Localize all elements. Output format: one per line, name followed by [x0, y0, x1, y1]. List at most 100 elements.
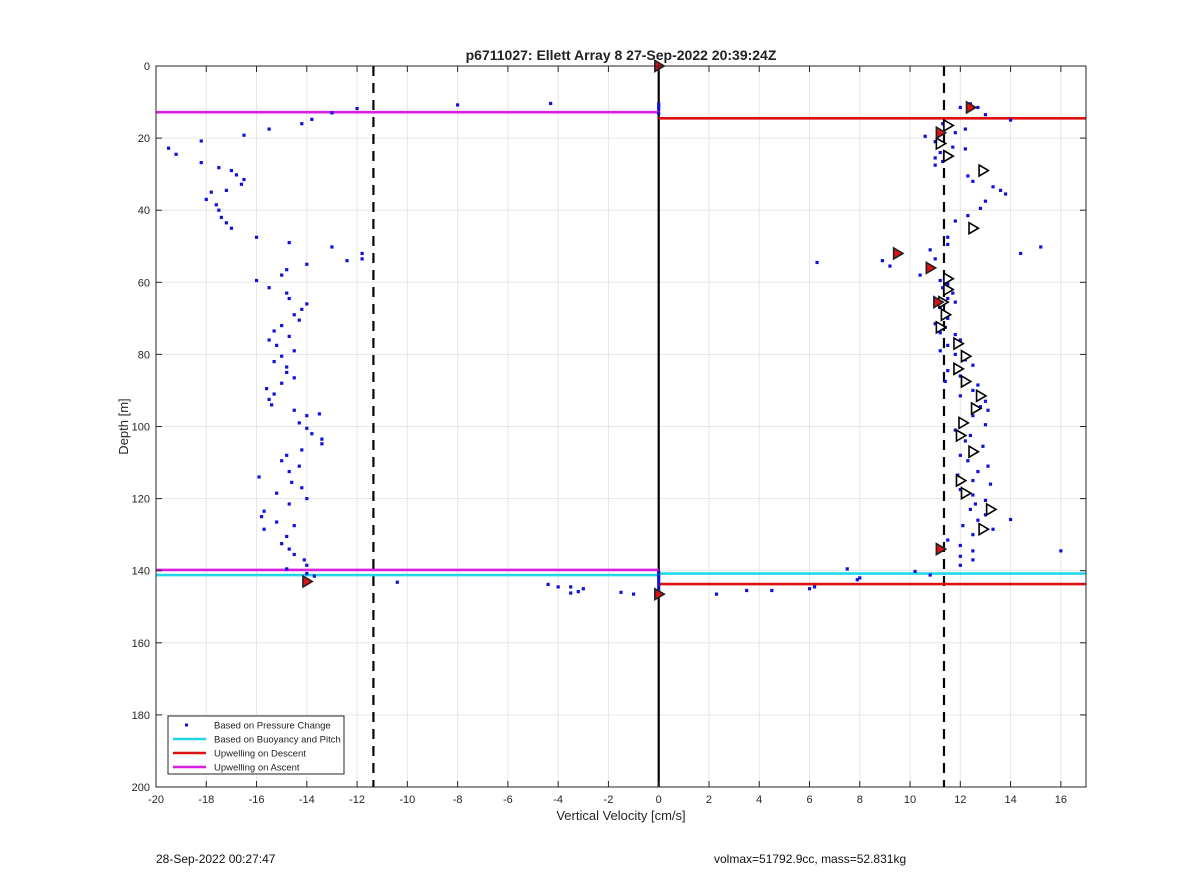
- pressure-change-point: [1039, 245, 1043, 249]
- pressure-change-point: [983, 113, 988, 117]
- pressure-change-point: [968, 507, 972, 512]
- open-triangle-marker: [985, 502, 998, 517]
- pressure-change-point: [234, 173, 239, 177]
- x-tick-label: -10: [399, 794, 415, 806]
- pressure-change-point: [285, 567, 289, 571]
- pressure-change-point: [275, 343, 279, 347]
- pressure-change-point: [991, 185, 995, 189]
- pressure-change-point: [971, 549, 975, 553]
- red-triangle-marker: [933, 295, 945, 310]
- pressure-change-point: [395, 580, 399, 584]
- pressure-change-point: [971, 179, 975, 183]
- pressure-change-point: [292, 313, 296, 317]
- pressure-change-point: [745, 588, 749, 593]
- pressure-change-point: [310, 432, 314, 436]
- x-tick-label: 6: [806, 794, 812, 806]
- pressure-change-point: [209, 190, 213, 194]
- pressure-change-point: [239, 182, 244, 186]
- x-tick-label: -16: [249, 794, 265, 806]
- pressure-change-point: [287, 334, 291, 338]
- pressure-change-point: [971, 493, 975, 497]
- pressure-change-point: [913, 569, 917, 574]
- triangle-markers: [302, 59, 998, 602]
- pressure-change-point: [933, 257, 937, 261]
- tick-labels: -20 -18 -16 -14 -12 -10 -8 -6 -4 -2 0 2 4 6 8 10 12 14 160…: [132, 61, 1067, 806]
- pressure-change-point: [1008, 517, 1013, 522]
- x-tick-label: 10: [904, 794, 916, 806]
- pressure-change-point: [305, 302, 309, 306]
- pressure-change-point: [938, 150, 942, 155]
- pressure-change-point: [305, 571, 309, 576]
- pressure-change-point: [657, 585, 661, 589]
- open-triangle-marker: [943, 118, 955, 133]
- pressure-change-point: [946, 343, 950, 347]
- y-tick-label: 60: [138, 277, 150, 289]
- pressure-change-point: [275, 491, 279, 495]
- pressure-change-point: [938, 349, 942, 353]
- pressure-change-point: [287, 296, 291, 301]
- y-tick-label: 40: [138, 205, 150, 217]
- pressure-change-point: [943, 379, 947, 384]
- red-triangle-marker: [892, 246, 905, 261]
- pressure-change-point: [280, 323, 284, 328]
- pressure-change-point: [345, 259, 349, 263]
- pressure-change-point: [983, 513, 988, 517]
- pressure-change-point: [360, 251, 364, 256]
- reference-lines: [372, 66, 946, 787]
- pressure-change-point: [657, 107, 661, 111]
- pressure-change-point: [888, 264, 892, 268]
- pressure-change-point: [569, 591, 573, 595]
- open-triangle-marker: [953, 336, 965, 351]
- pressure-change-point: [546, 582, 550, 586]
- pressure-change-point: [174, 152, 178, 156]
- y-tick-label: 20: [138, 133, 150, 145]
- pressure-change-point: [330, 111, 334, 115]
- pressure-change-point: [963, 439, 967, 443]
- pressure-change-point: [285, 370, 289, 375]
- pressure-change-point: [229, 168, 234, 173]
- pressure-change-point: [302, 558, 306, 562]
- pressure-change-point: [941, 122, 945, 126]
- pressure-change-point: [330, 245, 334, 249]
- y-axis-label: Depth [m]: [116, 398, 131, 454]
- pressure-change-point: [272, 329, 276, 333]
- open-triangle-marker: [978, 163, 991, 178]
- x-tick-label: -2: [604, 794, 614, 806]
- pressure-change-point: [287, 547, 291, 551]
- pressure-change-point: [946, 242, 950, 247]
- red-triangle-marker: [935, 125, 948, 140]
- pressure-change-point: [968, 433, 972, 438]
- pressure-change-point: [287, 469, 291, 474]
- upwelling-lines: [156, 110, 1086, 586]
- pressure-change-point: [933, 322, 937, 326]
- x-tick-label: -6: [503, 794, 513, 806]
- pressure-change-point: [880, 259, 885, 263]
- y-tick-label: 80: [138, 349, 150, 361]
- pressure-change-point: [971, 388, 975, 393]
- pressure-change-point: [1019, 251, 1023, 256]
- open-triangle-marker: [953, 361, 965, 376]
- pressure-change-point: [576, 590, 580, 594]
- pressure-change-point: [272, 392, 276, 396]
- pressure-change-point: [657, 102, 661, 106]
- pressure-change-point: [214, 203, 218, 207]
- pressure-change-point: [285, 365, 289, 369]
- pressure-change-point: [285, 268, 289, 272]
- pressure-change-point: [946, 296, 950, 301]
- pressure-change-point: [300, 486, 304, 490]
- pressure-change-point: [986, 408, 990, 412]
- pressure-change-point: [657, 574, 661, 578]
- legend-based-on-pressure-change-swatch: [185, 723, 188, 727]
- pressure-change-point: [254, 278, 259, 283]
- pressure-change-point: [257, 475, 261, 479]
- pressure-change-point: [958, 374, 962, 378]
- red-triangle-marker: [925, 260, 938, 275]
- pressure-change-point: [983, 199, 988, 203]
- pressure-change-point: [976, 383, 980, 387]
- pressure-change-point: [946, 282, 950, 286]
- pressure-change-point: [1003, 192, 1008, 196]
- pressure-change-point: [961, 524, 965, 528]
- pressure-change-point: [1008, 118, 1013, 122]
- pressure-change-point: [305, 563, 309, 567]
- pressure-change-point: [983, 423, 988, 427]
